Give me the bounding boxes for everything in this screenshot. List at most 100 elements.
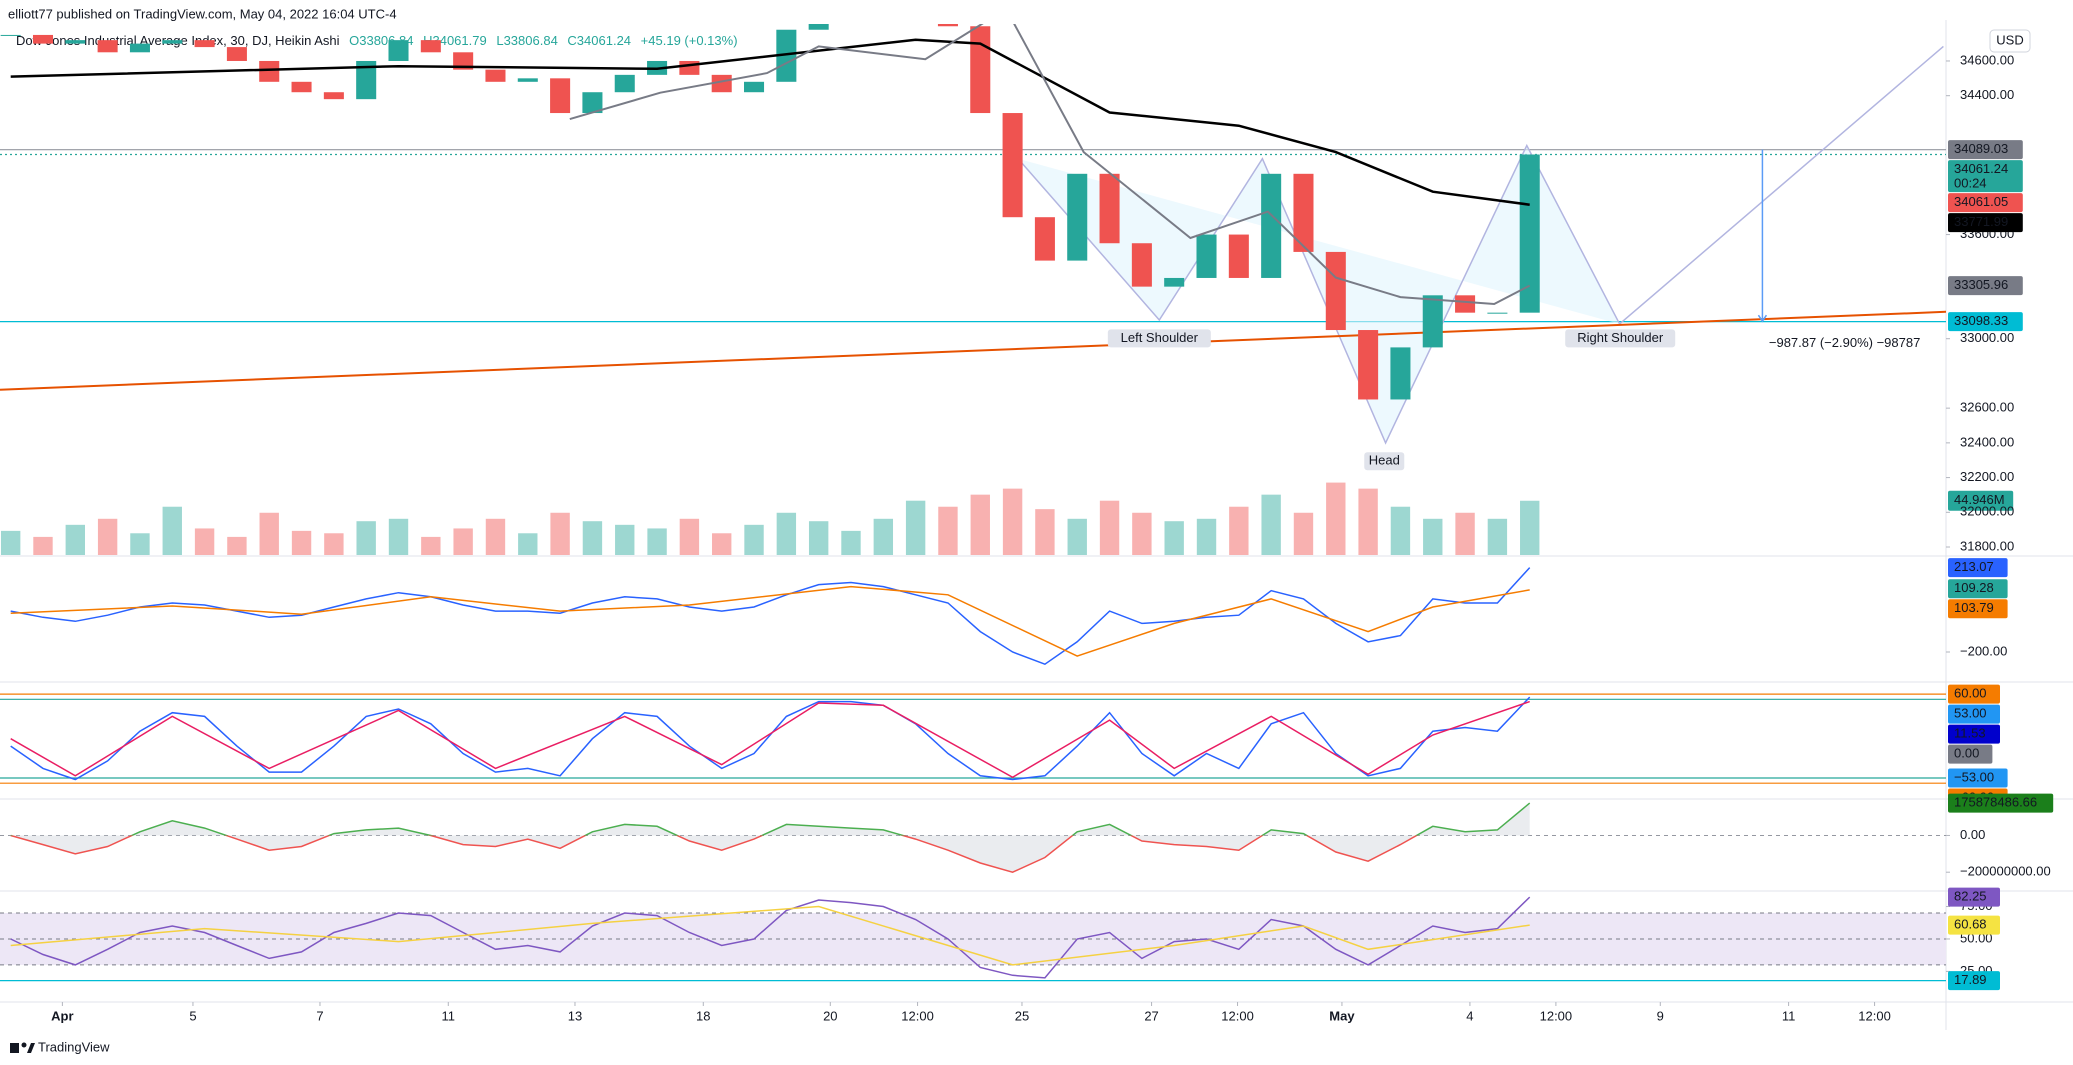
volume-bar — [1390, 506, 1411, 555]
price-label-box — [1948, 744, 1993, 764]
x-tick-label: Apr — [51, 1008, 73, 1023]
x-tick-label: 18 — [696, 1008, 710, 1023]
logo-mark — [10, 1043, 19, 1053]
y-tick-label: 34600.00 — [1960, 52, 2014, 67]
legend-low: L33806.84 — [496, 33, 557, 48]
price-label: 0.00 — [1954, 746, 1979, 761]
price-label-box — [1948, 490, 2014, 511]
price-label-box — [1948, 724, 2000, 744]
candle — [129, 43, 150, 53]
volume-bar — [97, 518, 118, 555]
price-label: 34061.05 — [1954, 194, 2008, 209]
candle — [1131, 243, 1152, 287]
panel — [0, 896, 1946, 982]
candle — [1067, 173, 1088, 261]
volume-bar — [0, 530, 21, 555]
panel — [0, 802, 1946, 873]
price-label: 175878486.66 — [1954, 795, 2037, 810]
volume-bar — [1164, 521, 1184, 555]
y-tick-label: 0.00 — [1960, 827, 1985, 842]
candle — [744, 81, 765, 93]
candle — [1519, 154, 1540, 313]
currency-box[interactable] — [1989, 29, 2031, 53]
x-tick-label: 12:00 — [1221, 1008, 1254, 1023]
price-label-box — [1948, 971, 2000, 991]
price-label-box — [1948, 276, 2023, 296]
price-label-box — [1948, 915, 2000, 935]
logo-mark — [27, 1043, 35, 1053]
volume-bar — [421, 536, 441, 555]
volume-bar — [808, 521, 829, 555]
candle — [97, 40, 118, 53]
line-series — [10, 38, 1530, 206]
line-series — [10, 585, 1530, 657]
volume-bar — [162, 506, 182, 555]
area-fill — [10, 803, 1530, 873]
volume-bar — [1487, 518, 1508, 555]
y-tick-label: 31800.00 — [1960, 538, 2014, 553]
price-label-box — [1948, 793, 2054, 813]
candle — [808, 24, 829, 30]
price-label: 34089.03 — [1954, 141, 2008, 156]
volume-bar — [356, 521, 376, 555]
annotation: Head — [1369, 453, 1400, 468]
volume-bar — [388, 518, 409, 555]
candle — [32, 34, 54, 44]
candle — [1325, 251, 1346, 331]
volume-bar — [65, 524, 86, 555]
volume-bar — [1261, 494, 1281, 555]
y-tick-label: −200.00 — [1960, 643, 2007, 658]
annotation-box — [1364, 452, 1405, 471]
price-label-box — [1948, 160, 2023, 193]
candle — [1422, 295, 1443, 348]
panel: Left Shoulder Head Right Shoulder −987.87 (… — [0, 24, 1946, 555]
x-tick-label: 11 — [1782, 1008, 1796, 1023]
x-tick-label: 7 — [316, 1008, 323, 1023]
x-tick-label: 12:00 — [1858, 1008, 1891, 1023]
price-label: 33098.33 — [1954, 313, 2008, 328]
volume-bar — [582, 521, 603, 555]
price-label: 33305.96 — [1954, 277, 2008, 292]
candle — [1487, 312, 1508, 314]
x-tick-label: 27 — [1144, 1008, 1158, 1023]
y-tick-label: 32200.00 — [1960, 469, 2014, 484]
logo-mark — [21, 1042, 27, 1048]
x-tick-label: 25 — [1015, 1008, 1029, 1023]
price-label: 53.00 — [1954, 706, 1987, 721]
y-tick-label: 34400.00 — [1960, 87, 2014, 102]
price-label-box — [1948, 579, 2008, 599]
candle — [711, 74, 732, 93]
price-label-countdown: 00:24 — [1954, 176, 1987, 191]
candle — [162, 40, 183, 44]
price-label-box — [1948, 140, 2023, 160]
price-label-box — [1948, 213, 2023, 233]
price-label-box — [1948, 312, 2023, 332]
candle — [582, 92, 603, 114]
line-series — [10, 567, 1531, 666]
price-label: 60.68 — [1954, 917, 1987, 932]
candle — [65, 40, 86, 44]
candle — [356, 60, 377, 100]
volume-bar — [679, 518, 700, 555]
candle — [517, 78, 538, 82]
candle — [420, 40, 441, 53]
annotation-box — [1565, 329, 1676, 348]
volume-bar — [712, 533, 732, 555]
volume-bar — [1455, 512, 1475, 555]
price-label-box — [1948, 704, 2000, 724]
annotation-box — [1107, 329, 1211, 348]
volume-bar — [1196, 518, 1217, 555]
line-series — [10, 802, 1531, 873]
price-label-box — [1948, 558, 2008, 578]
x-tick-label: 12:00 — [1540, 1008, 1573, 1023]
currency[interactable]: USD — [1996, 32, 2023, 47]
price-label: 60.00 — [1954, 686, 1987, 701]
symbol-legend: Dow Jones Industrial Average Index, 30, … — [16, 33, 738, 48]
y-tick-label: −200000000.00 — [1960, 864, 2051, 879]
x-tick-label: May — [1329, 1008, 1355, 1023]
volume-bar — [453, 528, 473, 555]
line-series — [569, 24, 1531, 306]
legend-close: C34061.24 — [567, 33, 631, 48]
price-label-box — [1948, 599, 2008, 619]
